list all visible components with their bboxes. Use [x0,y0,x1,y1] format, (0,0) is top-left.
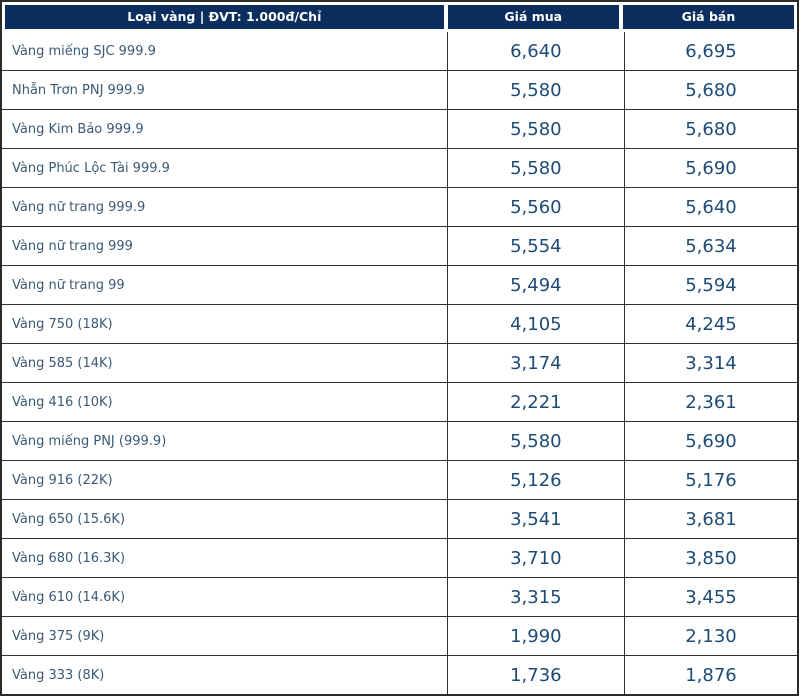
gold-type-cell: Vàng miếng SJC 999.9 [2,32,448,71]
table-row: Vàng nữ trang 999.9 5,560 5,640 [2,187,797,227]
buy-price-cell: 5,126 [446,460,625,500]
buy-price-cell: 5,494 [446,265,625,305]
table-row: Vàng 650 (15.6K) 3,541 3,681 [2,499,797,539]
sell-price-cell: 5,640 [623,187,797,227]
buy-price-cell: 1,990 [446,616,625,656]
gold-type-cell: Vàng nữ trang 999 [2,226,448,266]
sell-price-cell: 5,680 [623,70,797,110]
table-row: Vàng nữ trang 99 5,494 5,594 [2,265,797,305]
sell-price-cell: 5,690 [623,148,797,188]
sell-price-cell: 5,634 [623,226,797,266]
sell-price-cell: 5,690 [623,421,797,461]
gold-type-cell: Vàng 650 (15.6K) [2,499,448,539]
table-row: Vàng 916 (22K) 5,126 5,176 [2,460,797,500]
buy-price-cell: 5,560 [446,187,625,227]
buy-price-cell: 1,736 [446,655,625,694]
sell-price-cell: 2,130 [623,616,797,656]
sell-price-cell: 5,594 [623,265,797,305]
sell-price-cell: 6,695 [623,32,797,71]
gold-price-rows: Vàng miếng SJC 999.9 6,640 6,695 Nhẫn Tr… [2,32,797,694]
sell-price-cell: 5,680 [623,109,797,149]
gold-price-body: Vàng miếng SJC 999.9 6,640 6,695 Nhẫn Tr… [2,32,797,694]
buy-price-cell: 4,105 [446,304,625,344]
sell-price-cell: 3,455 [623,577,797,617]
table-row: Vàng Kim Bảo 999.9 5,580 5,680 [2,109,797,149]
buy-price-cell: 5,554 [446,226,625,266]
sell-price-cell: 5,176 [623,460,797,500]
sell-price-cell: 3,850 [623,538,797,578]
table-row: Vàng 585 (14K) 3,174 3,314 [2,343,797,383]
gold-type-cell: Vàng nữ trang 99 [2,265,448,305]
table-row: Vàng 333 (8K) 1,736 1,876 [2,655,797,694]
table-row: Vàng miếng SJC 999.9 6,640 6,695 [2,32,797,71]
table-row: Vàng Phúc Lộc Tài 999.9 5,580 5,690 [2,148,797,188]
gold-type-cell: Vàng nữ trang 999.9 [2,187,448,227]
table-row: Vàng 610 (14.6K) 3,315 3,455 [2,577,797,617]
sell-price-cell: 3,314 [623,343,797,383]
buy-price-cell: 3,315 [446,577,625,617]
gold-type-cell: Vàng 916 (22K) [2,460,448,500]
column-header-sell-price: Giá bán [622,5,795,29]
table-row: Vàng miếng PNJ (999.9) 5,580 5,690 [2,421,797,461]
buy-price-cell: 5,580 [446,109,625,149]
sell-price-cell: 4,245 [623,304,797,344]
table-row: Nhẫn Trơn PNJ 999.9 5,580 5,680 [2,70,797,110]
sell-price-cell: 2,361 [623,382,797,422]
gold-type-cell: Vàng 375 (9K) [2,616,448,656]
sell-price-cell: 1,876 [623,655,797,694]
table-header-row: Loại vàng | ĐVT: 1.000đ/Chỉ Giá mua Giá … [2,2,797,32]
gold-type-cell: Nhẫn Trơn PNJ 999.9 [2,70,448,110]
gold-type-cell: Vàng Phúc Lộc Tài 999.9 [2,148,448,188]
gold-type-cell: Vàng 333 (8K) [2,655,448,694]
buy-price-cell: 3,541 [446,499,625,539]
buy-price-cell: 3,174 [446,343,625,383]
table-row: Vàng nữ trang 999 5,554 5,634 [2,226,797,266]
table-row: Vàng 375 (9K) 1,990 2,130 [2,616,797,656]
gold-type-cell: Vàng Kim Bảo 999.9 [2,109,448,149]
gold-type-cell: Vàng 416 (10K) [2,382,448,422]
buy-price-cell: 3,710 [446,538,625,578]
column-header-gold-type: Loại vàng | ĐVT: 1.000đ/Chỉ [5,5,444,29]
buy-price-cell: 5,580 [446,421,625,461]
gold-type-cell: Vàng miếng PNJ (999.9) [2,421,448,461]
buy-price-cell: 6,640 [446,32,625,71]
gold-type-cell: Vàng 585 (14K) [2,343,448,383]
gold-type-cell: Vàng 750 (18K) [2,304,448,344]
sell-price-cell: 3,681 [623,499,797,539]
buy-price-cell: 2,221 [446,382,625,422]
table-row: Vàng 416 (10K) 2,221 2,361 [2,382,797,422]
buy-price-cell: 5,580 [446,148,625,188]
table-row: Vàng 750 (18K) 4,105 4,245 [2,304,797,344]
gold-type-cell: Vàng 610 (14.6K) [2,577,448,617]
buy-price-cell: 5,580 [446,70,625,110]
gold-type-cell: Vàng 680 (16.3K) [2,538,448,578]
column-header-buy-price: Giá mua [447,5,619,29]
table-row: Vàng 680 (16.3K) 3,710 3,850 [2,538,797,578]
